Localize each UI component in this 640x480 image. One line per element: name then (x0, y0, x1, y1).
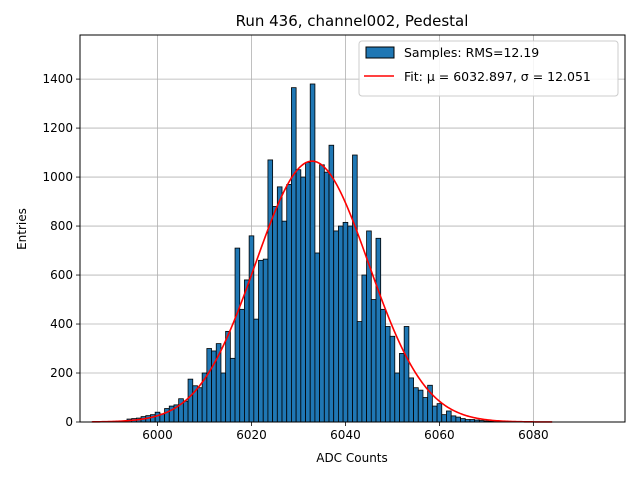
histogram-bar (150, 414, 156, 423)
histogram-bar (422, 397, 429, 423)
histogram-bar (338, 225, 344, 423)
histogram-bar (244, 279, 250, 423)
y-tick-label: 1000 (42, 170, 73, 184)
histogram-bar (328, 144, 335, 423)
histogram-bar (361, 274, 367, 423)
histogram-bar (314, 252, 321, 423)
histogram-bar (258, 259, 264, 423)
plot-frame (79, 34, 626, 423)
x-axis-label: ADC Counts (316, 451, 388, 465)
histogram-bar (276, 186, 283, 423)
histogram-bar (182, 400, 189, 423)
histogram-bar (281, 220, 288, 423)
x-tick-label: 6040 (330, 428, 361, 442)
gaussian-fit-curve (91, 160, 553, 423)
y-tick-label: 600 (50, 268, 73, 282)
histogram-bar (460, 418, 466, 423)
histogram-bar (267, 159, 274, 423)
legend-label-fit: Fit: μ = 6032.897, σ = 12.051 (404, 69, 591, 84)
legend-box (358, 40, 619, 97)
y-tick-label: 800 (50, 219, 73, 233)
histogram-bar (187, 378, 194, 423)
histogram-bar (234, 247, 241, 423)
y-tick-label: 400 (50, 317, 73, 331)
histogram-bar (206, 348, 212, 423)
y-tick-label: 200 (50, 366, 73, 380)
histogram-bar (431, 405, 438, 423)
histogram-bar (413, 387, 419, 423)
histogram-bar (164, 408, 170, 423)
histogram-bar (220, 372, 227, 423)
histogram-bar (389, 335, 396, 423)
x-tick-label: 6080 (518, 428, 549, 442)
histogram-bar (394, 372, 400, 423)
histogram-bar (305, 161, 311, 423)
histogram-bar (248, 235, 255, 423)
y-axis-ticks: 0 200 400 600 800 1000 1200 1400 (42, 72, 80, 429)
histogram-bar (229, 357, 236, 423)
histogram-bar (309, 83, 316, 423)
histogram-bar (441, 414, 447, 423)
histogram-bar (300, 176, 306, 423)
histogram-bar (417, 389, 424, 423)
fit-curve-layer (91, 160, 553, 423)
histogram-bar (239, 308, 245, 423)
histogram-bar (295, 169, 302, 423)
x-tick-label: 6020 (236, 428, 267, 442)
histogram-bar (436, 403, 443, 423)
legend-label-samples: Samples: RMS=12.19 (404, 45, 539, 60)
histogram-bar (154, 411, 161, 423)
histogram-bar (408, 377, 414, 423)
histogram-bar (455, 416, 461, 423)
legend-swatch-samples (365, 46, 395, 59)
histogram-bar (333, 230, 339, 423)
histogram-bar (291, 87, 297, 423)
histogram-bar (380, 308, 386, 423)
histogram-bar (272, 206, 278, 423)
y-tick-label: 1400 (42, 72, 73, 86)
histogram-bar (384, 326, 391, 423)
histogram-bar (399, 353, 405, 423)
chart-title: Run 436, channel002, Pedestal (236, 12, 469, 30)
histogram-bar (319, 164, 325, 423)
histogram-bar (253, 318, 259, 423)
histogram-bar (450, 415, 457, 423)
x-tick-label: 6060 (424, 428, 455, 442)
histogram-bar (197, 387, 203, 423)
histogram-bar (262, 258, 269, 423)
histogram-bar (403, 326, 410, 423)
histogram-bar (446, 410, 452, 423)
y-tick-label: 1200 (42, 121, 73, 135)
histogram-bar (342, 221, 349, 423)
histogram-bar (225, 330, 231, 423)
x-axis-ticks: 6000 6020 6040 6060 6080 (142, 422, 549, 442)
y-axis-label: Entries (15, 208, 29, 250)
histogram-bar (352, 154, 358, 423)
histogram-bar (286, 184, 292, 423)
histogram-bar (356, 321, 363, 423)
histogram-bar (347, 225, 353, 423)
legend: Samples: RMS=12.19 Fit: μ = 6032.897, σ … (358, 40, 619, 97)
histogram-bar (323, 171, 330, 423)
x-tick-label: 6000 (142, 428, 173, 442)
histogram-bar (370, 299, 377, 423)
y-tick-label: 0 (65, 415, 73, 429)
histogram-bar (375, 237, 382, 423)
